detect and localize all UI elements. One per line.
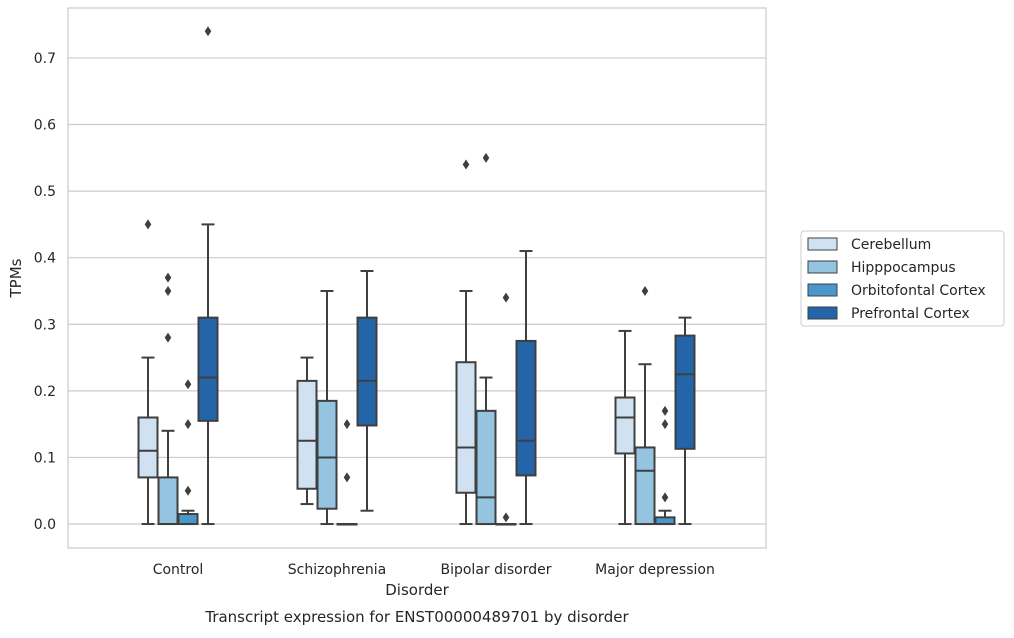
chart-caption: Transcript expression for ENST0000048970… xyxy=(204,608,629,626)
box xyxy=(495,292,517,526)
y-tick-label: 0.5 xyxy=(34,184,56,200)
series-hipppocampus xyxy=(157,152,656,526)
x-tick-label: Major depression xyxy=(595,562,715,578)
legend-label: Prefrontal Cortex xyxy=(851,306,970,322)
y-tick-labels: 0.0 0.1 0.2 0.3 0.4 0.5 0.6 0.7 xyxy=(34,51,56,533)
box-iqr xyxy=(177,513,199,526)
box xyxy=(137,219,159,526)
legend-label: Orbitofontal Cortex xyxy=(851,283,986,299)
outlier-point xyxy=(164,272,172,283)
series-orbitofontal-cortex xyxy=(177,292,676,526)
y-tick-label: 0.4 xyxy=(34,251,56,267)
outlier-point xyxy=(502,292,510,303)
x-tick-label: Schizophrenia xyxy=(288,562,386,578)
legend-swatch xyxy=(807,283,838,297)
box-iqr xyxy=(455,361,477,494)
legend-swatch xyxy=(807,306,838,320)
series-prefrontal-cortex xyxy=(197,26,696,526)
outlier-point xyxy=(184,485,192,496)
box-iqr xyxy=(475,409,497,526)
legend-label: Cerebellum xyxy=(851,237,931,253)
x-tick-labels: Control Schizophrenia Bipolar disorder Majo… xyxy=(153,562,715,578)
outlier-point xyxy=(661,492,669,503)
y-tick-label: 0.6 xyxy=(34,118,56,134)
box-iqr xyxy=(614,396,636,455)
box-iqr xyxy=(316,399,338,510)
outlier-point xyxy=(641,285,649,296)
box xyxy=(515,250,537,526)
box xyxy=(475,152,497,526)
box-iqr xyxy=(137,416,159,479)
outlier-point xyxy=(184,419,192,430)
y-tick-label: 0.3 xyxy=(34,317,56,333)
outlier-point xyxy=(204,26,212,37)
box-iqr xyxy=(634,446,656,526)
box xyxy=(336,419,358,526)
box xyxy=(654,405,676,526)
y-axis-label: TPMs xyxy=(7,258,25,298)
legend-swatch xyxy=(807,260,838,274)
legend-frame xyxy=(800,230,1005,327)
legend-swatch xyxy=(807,237,838,251)
box xyxy=(674,316,696,526)
x-tick-label: Control xyxy=(153,562,204,578)
box-iqr xyxy=(674,334,696,450)
box-series-group xyxy=(137,26,696,526)
box xyxy=(177,379,199,526)
box xyxy=(157,272,179,526)
outlier-point xyxy=(661,419,669,430)
box-iqr xyxy=(157,476,179,526)
outlier-point xyxy=(184,379,192,390)
y-tick-label: 0.7 xyxy=(34,51,56,67)
box xyxy=(634,285,656,526)
outlier-point xyxy=(343,419,351,430)
y-tick-label: 0.2 xyxy=(34,384,56,400)
outlier-point xyxy=(482,152,490,163)
box-iqr xyxy=(515,339,537,477)
box xyxy=(614,329,636,526)
box-iqr xyxy=(296,379,318,490)
plot-frame xyxy=(67,7,767,549)
outlier-point xyxy=(144,219,152,230)
legend-label: Hipppocampus xyxy=(851,260,956,276)
outlier-point xyxy=(661,405,669,416)
y-tick-label: 0.1 xyxy=(34,450,56,466)
outlier-point xyxy=(164,285,172,296)
box xyxy=(197,26,219,526)
outlier-point xyxy=(343,472,351,483)
x-tick-label: Bipolar disorder xyxy=(440,562,551,578)
x-axis-label: Disorder xyxy=(385,581,449,599)
box-iqr xyxy=(197,316,219,422)
legend: Cerebellum Hipppocampus Orbitofontal Corte… xyxy=(800,230,1005,327)
box xyxy=(455,159,477,526)
outlier-point xyxy=(502,512,510,523)
box xyxy=(356,270,378,512)
box-iqr xyxy=(356,316,378,427)
box xyxy=(316,289,338,526)
y-tick-label: 0.0 xyxy=(34,517,56,533)
outlier-point xyxy=(462,159,470,170)
outlier-point xyxy=(164,332,172,343)
